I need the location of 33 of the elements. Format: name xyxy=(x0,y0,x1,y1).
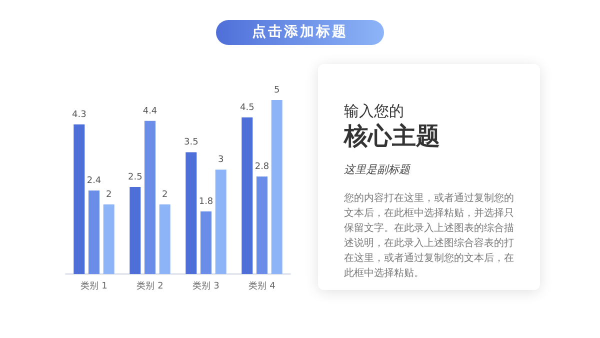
bar xyxy=(242,117,253,274)
data-label: 1.8 xyxy=(198,196,214,207)
data-label: 4.3 xyxy=(72,110,86,120)
bar xyxy=(88,190,100,274)
text: 输入您的 xyxy=(344,102,405,120)
data-label: 2 xyxy=(106,190,112,200)
data-label: 5 xyxy=(274,86,280,96)
bar xyxy=(271,100,282,274)
bar xyxy=(186,152,197,274)
data-label: 2.8 xyxy=(254,162,270,172)
x-tick-label: 类别 4 xyxy=(248,280,276,292)
bar xyxy=(144,120,156,274)
data-label: 2.5 xyxy=(128,172,142,182)
data-label: 3.5 xyxy=(184,138,198,148)
data-label: 4.5 xyxy=(240,102,254,113)
data-label: 2.4 xyxy=(86,176,102,186)
bar xyxy=(130,187,141,274)
data-label: 2 xyxy=(162,190,168,200)
text: 核心主题 xyxy=(344,121,441,152)
bar xyxy=(200,211,212,274)
bar xyxy=(159,204,170,274)
x-tick-label: 类别 3 xyxy=(192,280,220,292)
chart-title: 点击添加标题 xyxy=(216,20,384,45)
bar xyxy=(215,170,226,274)
x-tick-label: 类别 1 xyxy=(80,280,108,292)
bar xyxy=(74,124,85,274)
bar xyxy=(103,204,114,274)
data-label: 3 xyxy=(218,155,224,166)
text: 您的内容打在这里，或者通过复制您的文本后，在此框中选择粘贴，并选择只保留文字。在此录入上述图表的综合描述说明，在此录入上述图综合容表的打在这里，或者通过复制您的文本后，在此框中选择粘贴。 xyxy=(344,192,515,281)
bar xyxy=(256,176,268,274)
text: 这里是副标题 xyxy=(344,162,412,177)
data-label: 4.4 xyxy=(142,106,158,116)
x-tick-label: 类别 2 xyxy=(136,280,164,292)
